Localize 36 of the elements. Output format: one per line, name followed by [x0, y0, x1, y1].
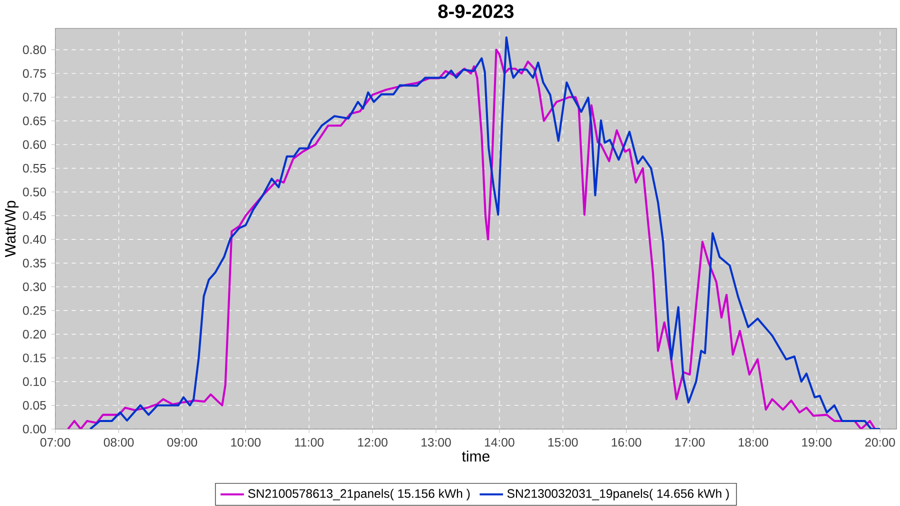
y-tick-label: 0.35: [22, 258, 46, 268]
y-tick-label: 0.45: [22, 212, 46, 220]
y-tick-label: 0.40: [22, 235, 46, 244]
y-tick-label: 0.00: [22, 424, 46, 434]
y-axis-title: Watt/Wp: [4, 201, 19, 258]
x-tick-label: 16:00: [612, 438, 642, 447]
x-tick-label: 10:00: [231, 438, 261, 447]
y-tick-label: 0.05: [22, 401, 46, 410]
x-axis-title: time: [462, 450, 490, 462]
x-tick-label: 11:00: [295, 438, 324, 447]
x-tick-label: 13:00: [422, 438, 451, 447]
x-tick-label: 15:00: [548, 438, 578, 447]
y-tick-label: 0.20: [22, 330, 46, 339]
x-tick-label: 14:00: [484, 438, 514, 447]
y-tick-label: 0.60: [22, 140, 46, 150]
x-tick-label: 08:00: [104, 438, 134, 447]
x-tick-label: 19:00: [802, 438, 832, 447]
legend-label: SN2130032031_19panels( 14.656 kWh ): [507, 489, 729, 501]
x-tick-label: 20:00: [865, 438, 895, 447]
y-tick-label: 0.70: [22, 93, 46, 102]
legend-label: SN2100578613_21panels( 15.156 kWh ): [248, 489, 470, 501]
x-tick-label: 09:00: [167, 438, 198, 447]
y-tick-label: 0.65: [22, 116, 46, 126]
y-tick-label: 0.10: [22, 377, 46, 386]
y-tick-label: 0.80: [22, 46, 46, 54]
y-tick-label: 0.30: [22, 282, 46, 292]
y-tick-label: 0.50: [22, 188, 46, 197]
y-tick-label: 0.25: [22, 306, 46, 316]
x-tick-label: 12:00: [358, 438, 388, 447]
y-tick-label: 0.75: [22, 69, 46, 78]
x-tick-label: 07:00: [40, 438, 70, 447]
x-tick-label: 17:00: [675, 438, 705, 447]
chart-title: 8-9-2023: [438, 4, 514, 18]
y-tick-label: 0.55: [22, 164, 46, 173]
x-tick-label: 18:00: [738, 438, 768, 447]
y-tick-label: 0.15: [22, 354, 46, 363]
